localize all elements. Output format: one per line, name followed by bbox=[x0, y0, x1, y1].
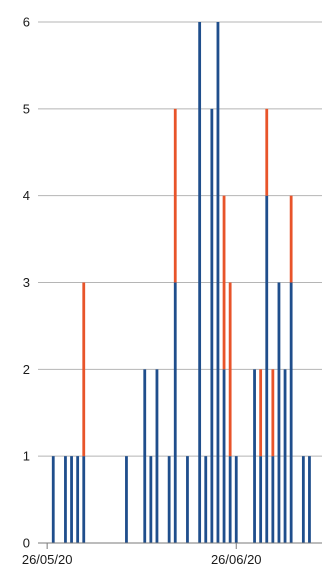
y-tick-label: 2 bbox=[23, 362, 30, 377]
bar-orange bbox=[271, 369, 275, 457]
bar-blue bbox=[271, 456, 275, 543]
x-tick-label: 26/05/20 bbox=[22, 552, 73, 567]
bar-blue bbox=[70, 456, 73, 543]
bar-blue bbox=[198, 22, 202, 543]
axis-layer: 0 1 2 3 4 5 6 26/05/20 26/06/20 bbox=[22, 15, 322, 567]
bar-blue bbox=[76, 456, 80, 543]
bar-orange bbox=[289, 195, 293, 283]
y-tick-label: 6 bbox=[23, 15, 30, 30]
bar-orange bbox=[265, 108, 269, 196]
bar-blue bbox=[82, 456, 86, 543]
bar-blue bbox=[222, 369, 226, 543]
bar-blue bbox=[173, 282, 177, 543]
bar-blue bbox=[186, 456, 189, 543]
bar-blue bbox=[204, 456, 208, 543]
bar-blue bbox=[234, 456, 238, 543]
bar-blue bbox=[277, 282, 281, 543]
bar-blue bbox=[64, 456, 67, 543]
bar-orange bbox=[82, 282, 86, 457]
bar-orange bbox=[259, 369, 263, 457]
bar-orange bbox=[228, 282, 232, 457]
bar-blue bbox=[265, 195, 269, 543]
bar-blue bbox=[143, 369, 147, 543]
y-tick-label: 5 bbox=[23, 101, 30, 116]
y-tick-label: 3 bbox=[23, 275, 30, 290]
bar-blue bbox=[210, 108, 214, 543]
y-tick-label: 1 bbox=[23, 449, 30, 464]
bar-layer bbox=[51, 22, 311, 543]
bar-blue bbox=[259, 456, 263, 543]
y-tick-label: 0 bbox=[23, 536, 30, 551]
bar-blue bbox=[283, 369, 287, 543]
bar-blue bbox=[149, 456, 153, 543]
bar-blue bbox=[155, 369, 159, 543]
bar-blue bbox=[216, 22, 220, 543]
x-tick-label: 26/06/20 bbox=[211, 552, 262, 567]
bar-blue bbox=[308, 456, 311, 543]
y-tick-label: 4 bbox=[23, 188, 30, 203]
bar-blue bbox=[167, 456, 171, 543]
bar-blue bbox=[289, 282, 293, 543]
bar-blue bbox=[228, 456, 232, 543]
bar-blue bbox=[253, 369, 256, 543]
bar-blue bbox=[51, 456, 55, 543]
grid-layer bbox=[38, 21, 322, 544]
bar-orange bbox=[222, 195, 226, 370]
bar-blue bbox=[125, 456, 128, 543]
bar-orange bbox=[173, 108, 177, 283]
bar-blue bbox=[301, 456, 305, 543]
